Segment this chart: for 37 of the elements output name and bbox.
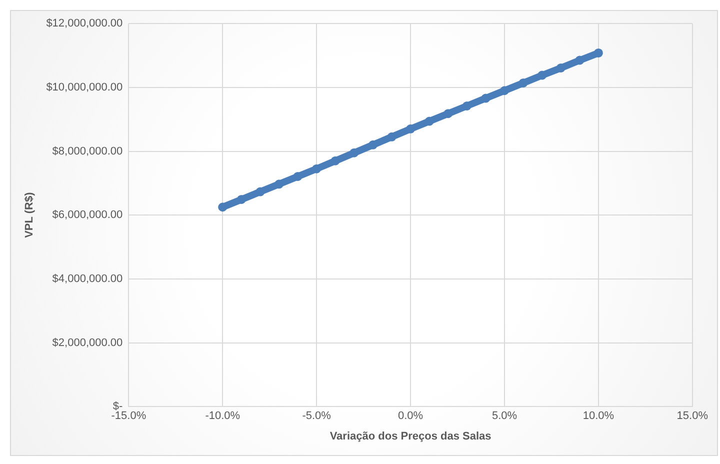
point (387, 132, 396, 142)
x-tick-label: 10.0% (582, 410, 614, 422)
point (538, 70, 547, 80)
y-tick-label: $4,000,000.00 (52, 272, 123, 285)
point (330, 156, 340, 166)
y-tick-label: $2,000,000.00 (52, 336, 123, 349)
y-tick-label: $12,000,000.00 (46, 18, 123, 30)
x-tick-label: 0.0% (398, 410, 424, 422)
point (350, 148, 359, 158)
y-axis-title: VPL (R$) (24, 192, 36, 238)
point (518, 78, 528, 88)
point (594, 48, 603, 58)
point (312, 164, 322, 174)
x-axis-title: Variação dos Preços das Salas (330, 430, 492, 442)
y-tick-label: $8,000,000.00 (52, 145, 123, 158)
point (500, 86, 509, 96)
point (481, 94, 490, 103)
point (556, 63, 566, 72)
point (293, 172, 302, 181)
point (406, 124, 416, 134)
point (218, 202, 228, 212)
x-tick-label: -15.0% (111, 410, 146, 422)
x-tick-label: -10.0% (205, 410, 240, 422)
point (256, 187, 265, 196)
y-tick-label: $- (112, 400, 123, 413)
point (424, 116, 434, 126)
point (274, 180, 284, 189)
y-tick-label: $6,000,000.00 (52, 209, 123, 222)
x-tick-label: 15.0% (676, 410, 708, 422)
point (236, 194, 246, 204)
point (368, 140, 378, 150)
y-tick-label: $10,000,000.00 (46, 81, 123, 94)
point (444, 109, 453, 118)
x-tick-label: 5.0% (492, 410, 518, 422)
point (575, 56, 584, 65)
x-tick-label: -5.0% (302, 410, 332, 422)
point (462, 101, 472, 110)
